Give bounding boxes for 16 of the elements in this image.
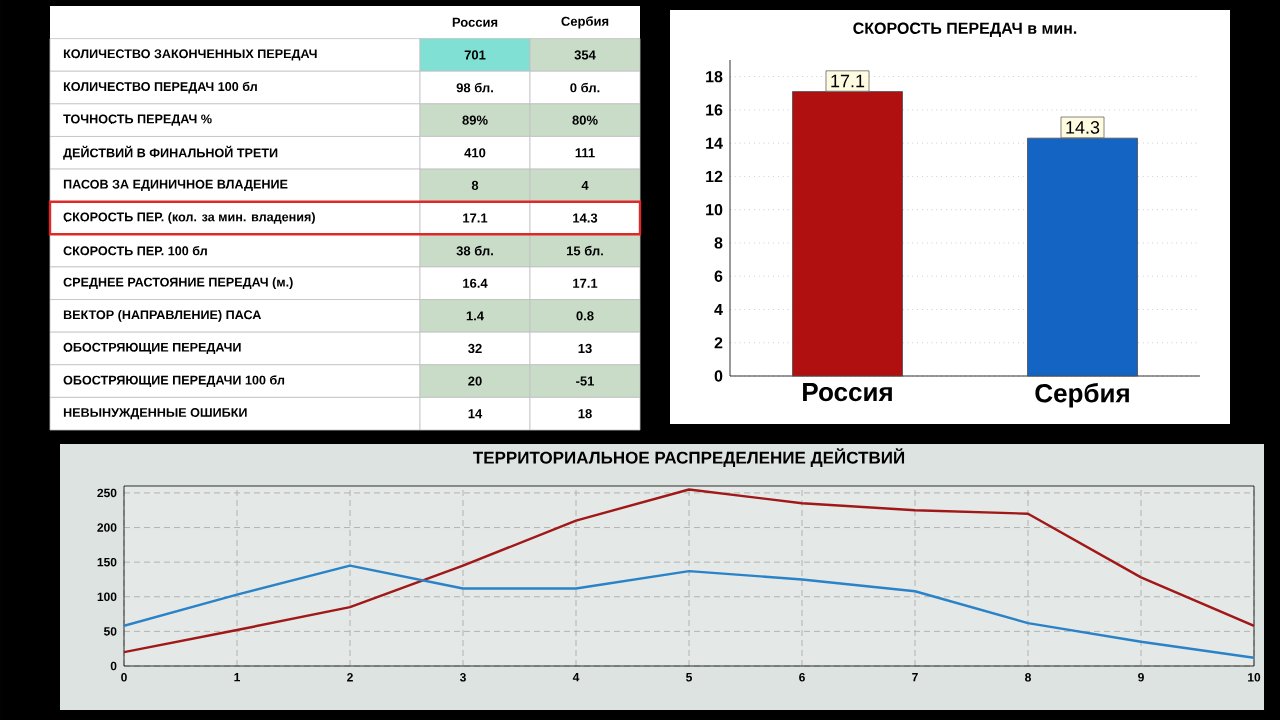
- y-tick-label: 10: [706, 204, 723, 216]
- chart-title: СКОРОСТЬ ПЕРЕДАЧ в мин.: [853, 22, 1077, 37]
- line-series: [124, 564, 1254, 659]
- y-tick-label: 0: [714, 370, 723, 382]
- data-label: 14.3: [1066, 121, 1100, 134]
- y-tick-label: 12: [706, 170, 723, 183]
- y-tick-label: 14: [706, 137, 723, 149]
- y-tick-label: 4: [714, 303, 723, 315]
- y-tick-label: 6: [714, 270, 723, 282]
- y-tick-label: 8: [714, 237, 723, 249]
- line-series: [124, 488, 1254, 654]
- y-tick-label: 18: [706, 70, 723, 83]
- chart-title: ТЕРРИТОРИАЛЬНОЕ РАСПРЕДЕЛЕНИЕ ДЕЙСТВИЙ: [473, 448, 905, 467]
- y-tick-label: 16: [706, 104, 723, 116]
- data-label: 17.1: [831, 74, 865, 88]
- y-tick-label: 2: [714, 337, 723, 349]
